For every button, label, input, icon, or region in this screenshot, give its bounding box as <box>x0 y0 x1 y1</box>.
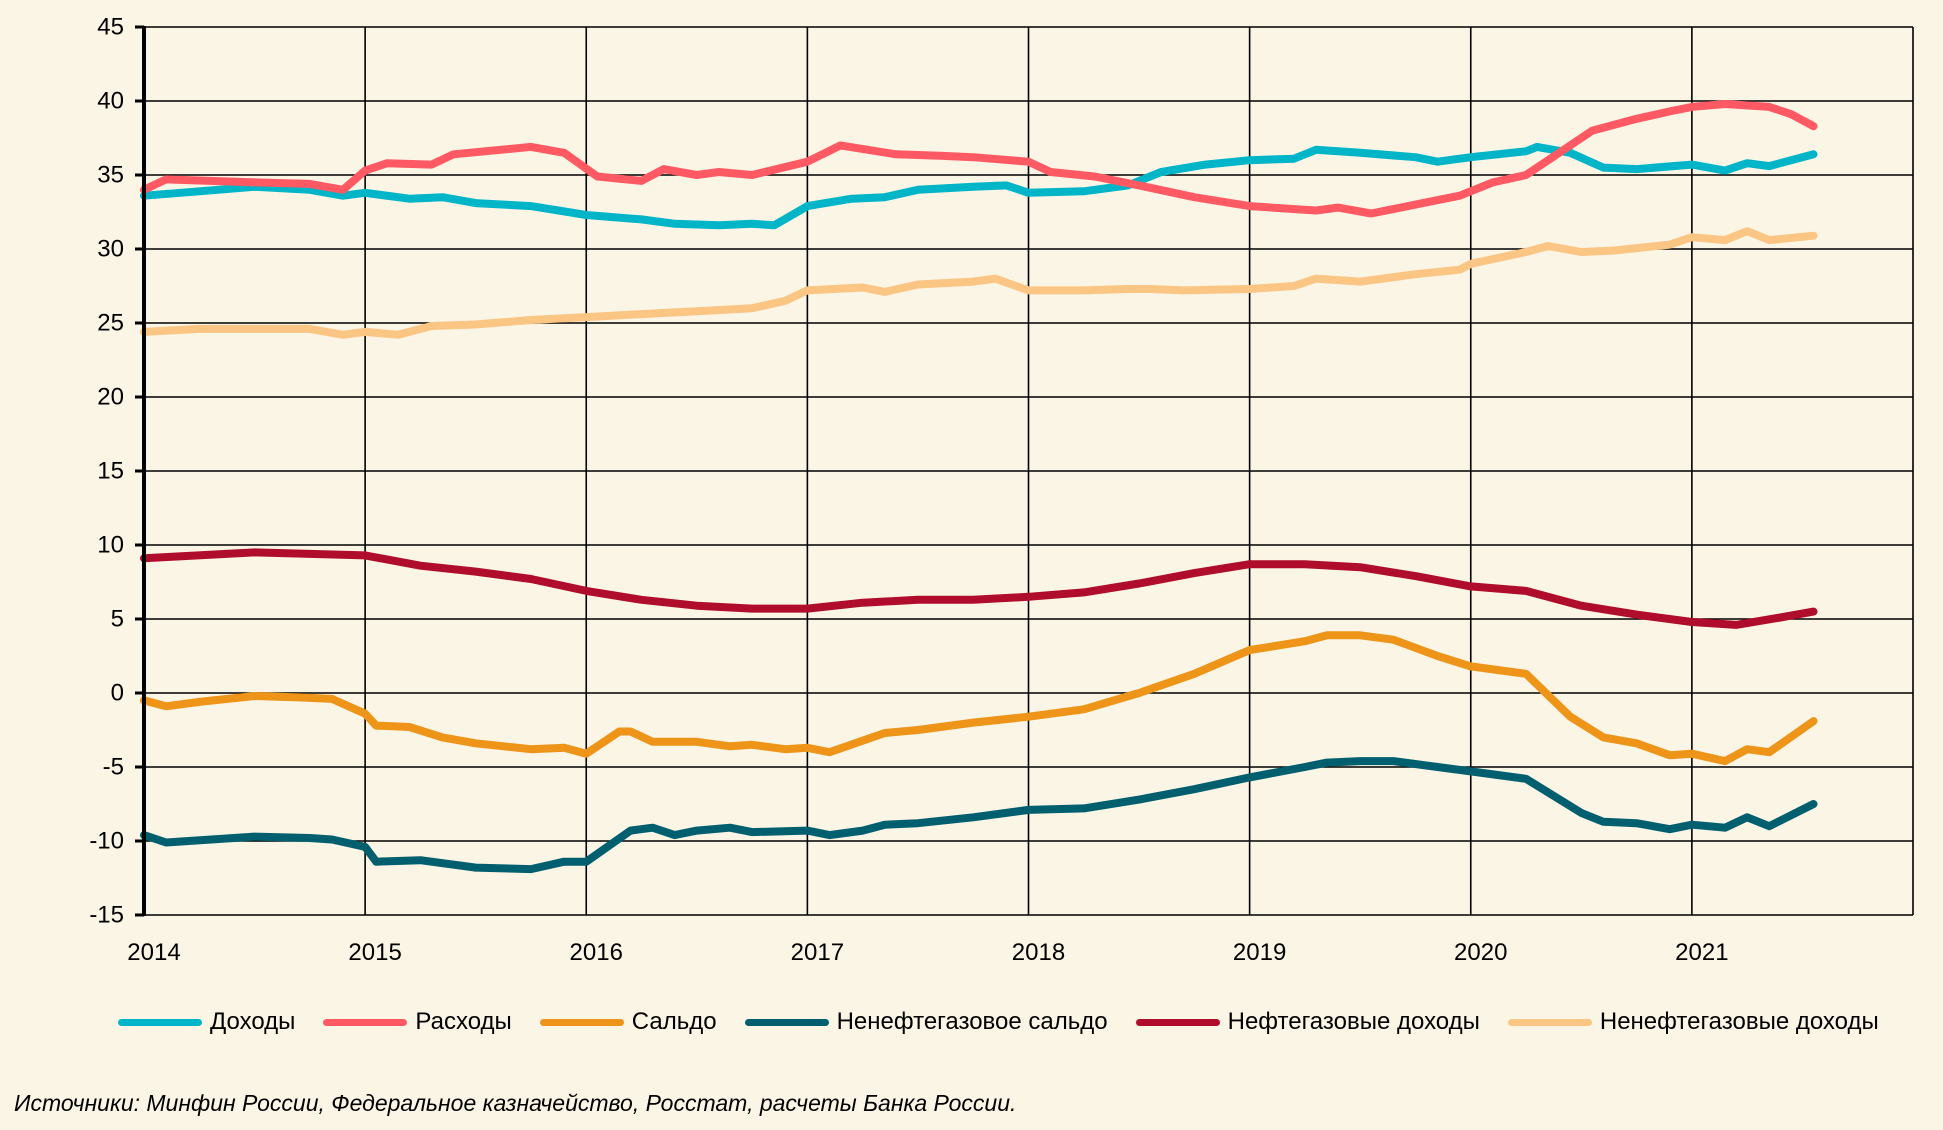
series-line-5 <box>140 227 1818 339</box>
x-tick-label: 2016 <box>570 939 623 966</box>
legend-item-non-oil-gas-revenues: Ненефтегазовые доходы <box>1507 1008 1879 1036</box>
legend-swatch <box>1507 1018 1592 1026</box>
y-tick-label: -5 <box>103 753 124 780</box>
x-tick-label: 2019 <box>1233 939 1286 966</box>
y-tick-label: -15 <box>89 901 124 928</box>
legend-label: Сальдо <box>631 1008 717 1035</box>
legend-label: Ненефтегазовые доходы <box>1599 1008 1879 1035</box>
legend-swatch <box>323 1018 408 1026</box>
x-axis-ticks: 2014 2015 2016 2017 2018 2019 2020 2021 <box>127 939 1728 966</box>
y-tick-label: 0 <box>111 679 124 706</box>
y-tick-label: 5 <box>111 605 124 632</box>
series-line-3 <box>140 757 1818 874</box>
x-tick-label: 2015 <box>348 939 401 966</box>
legend-label: Нефтегазовые доходы <box>1227 1008 1480 1035</box>
x-tick-label: 2020 <box>1454 939 1507 966</box>
legend-label: Доходы <box>210 1008 296 1035</box>
source-note: Источники: Минфин России, Федеральное ка… <box>14 1090 1017 1116</box>
y-tick-label: 40 <box>97 87 124 114</box>
legend-swatch <box>1135 1018 1220 1026</box>
series-line-2 <box>140 631 1818 766</box>
legend-swatch <box>118 1018 202 1026</box>
y-tick-label: 20 <box>97 383 124 410</box>
x-tick-label: 2017 <box>791 939 844 966</box>
axes <box>135 25 146 917</box>
y-tick-label: 25 <box>97 309 124 336</box>
legend-label: Расходы <box>415 1008 512 1035</box>
x-tick-label: 2018 <box>1012 939 1065 966</box>
y-tick-label: 35 <box>97 161 124 188</box>
y-tick-label: 10 <box>97 531 124 558</box>
y-tick-label: -10 <box>89 827 124 854</box>
legend-item-expenditures: Расходы <box>323 1008 512 1036</box>
legend-swatch <box>744 1018 829 1026</box>
x-tick-label: 2014 <box>127 939 180 966</box>
y-tick-label: 30 <box>97 235 124 262</box>
legend: Доходы Расходы Сальдо Ненефтегазовое сал… <box>118 1008 1907 1036</box>
series-lines <box>140 100 1818 874</box>
x-tick-label: 2021 <box>1675 939 1728 966</box>
legend-item-non-oil-gas-balance: Ненефтегазовое сальдо <box>744 1008 1108 1036</box>
series-line-4 <box>140 548 1818 629</box>
legend-item-revenues: Доходы <box>118 1008 295 1036</box>
legend-item-oil-gas-revenues: Нефтегазовые доходы <box>1135 1008 1480 1036</box>
legend-label: Ненефтегазовое сальдо <box>836 1008 1108 1035</box>
y-tick-label: 45 <box>97 13 124 40</box>
y-tick-label: 15 <box>97 457 124 484</box>
series-line-1 <box>140 100 1818 218</box>
legend-item-balance: Сальдо <box>539 1008 717 1036</box>
y-axis-ticks: 45 40 35 30 25 20 15 10 5 0 -5 -10 -15 <box>89 13 124 928</box>
legend-swatch <box>539 1018 624 1026</box>
grid <box>144 26 1914 916</box>
